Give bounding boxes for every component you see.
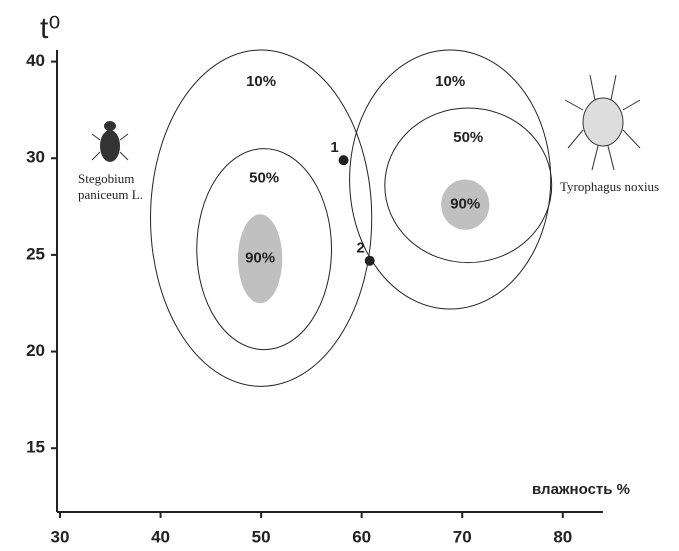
y-tick-label: 15	[26, 438, 45, 457]
zone-label: 10%	[435, 73, 465, 90]
zone-label: 50%	[249, 170, 279, 187]
y-tick-label: 40	[26, 51, 45, 70]
x-axis-label: влажность %	[532, 481, 630, 498]
y-axis-label: t⁰	[40, 12, 60, 45]
zone-label: 90%	[450, 196, 480, 213]
species-label: Stegobium paniceum L.	[78, 171, 143, 202]
point-label: 1	[330, 139, 338, 156]
zone-label: 90%	[245, 250, 275, 267]
core-zone	[441, 179, 490, 230]
y-tick-label: 20	[26, 341, 45, 360]
x-tick-label: 50	[252, 527, 271, 546]
x-tick-label: 30	[51, 527, 70, 546]
point	[338, 155, 349, 166]
point	[364, 255, 375, 266]
zone-ellipse	[196, 148, 333, 351]
x-tick-label: 40	[151, 527, 170, 546]
x-tick-label: 70	[453, 527, 472, 546]
zone-ellipse	[384, 107, 553, 264]
y-tick-label: 30	[26, 148, 45, 167]
y-tick-label: 25	[26, 244, 45, 263]
mite-icon	[564, 74, 641, 171]
species-label: Tyrophagus noxius	[560, 179, 659, 194]
zone-ellipse	[150, 49, 373, 387]
zone-label: 10%	[246, 73, 276, 90]
zone-label: 50%	[453, 129, 483, 146]
core-zone	[237, 214, 283, 304]
x-tick-label: 80	[553, 527, 572, 546]
beetle-icon	[91, 121, 129, 162]
x-tick-label: 60	[352, 527, 371, 546]
zone-ellipse	[349, 49, 552, 310]
point-label: 2	[357, 240, 365, 257]
